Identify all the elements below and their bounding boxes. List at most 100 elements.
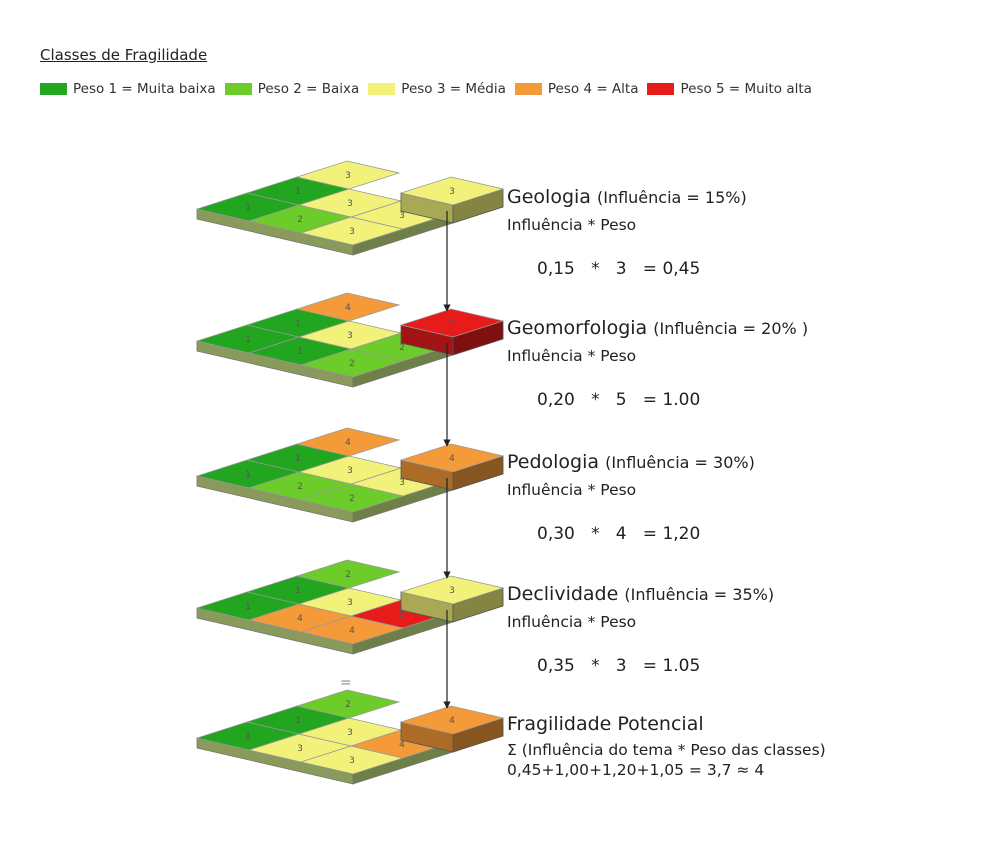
cell-weight-label: 3 [349, 756, 355, 766]
cell-weight-label: 3 [297, 744, 303, 754]
grid-cell [297, 188, 403, 218]
layer-geologia-text: Geologia (Influência = 15%) Influência *… [507, 186, 747, 279]
cell-weight-label: 4 [345, 303, 351, 313]
cell-weight-label: 4 [399, 740, 405, 750]
cell-weight-label: 1 [295, 716, 301, 726]
equals-sign: = [340, 675, 352, 691]
grid-cell [399, 176, 505, 206]
cell-weight-label: 3 [347, 598, 353, 608]
layer-name: Geomorfologia [507, 317, 648, 339]
layer-title: Pedologia (Influência = 30%) [507, 451, 755, 473]
layer-influence: (Influência = 20% ) [653, 319, 809, 338]
legend-item-peso-1: Peso 1 = Muita baixa [40, 81, 216, 97]
layer-subtitle: Influência * Peso [507, 216, 637, 234]
cell-weight-label: 1 [295, 454, 301, 464]
layer-pedologia-text: Pedologia (Influência = 30%) Influência … [507, 451, 755, 544]
layer-name: Fragilidade Potencial [507, 713, 704, 735]
cell-weight-label: 1 [245, 335, 251, 345]
layer-slab: 1 1 4 4 5 3 2 3 [195, 559, 505, 655]
legend-label-peso-1: Peso 1 = Muita baixa [73, 81, 216, 97]
cell-weight-label: 3 [347, 466, 353, 476]
cell-weight-label: 3 [399, 478, 405, 488]
legend-title: Classes de Fragilidade [40, 46, 208, 64]
layer-equation: 0,20 * 5 = 1.00 [537, 390, 701, 410]
cell-weight-label: 5 [449, 319, 455, 329]
layer-slab: 1 1 2 2 3 3 4 4 [195, 427, 505, 523]
layer-slab: 1 1 2 3 3 3 3 3 [195, 160, 505, 256]
cell-weight-label: 1 [295, 586, 301, 596]
cell-weight-label: 3 [449, 187, 455, 197]
legend-label-peso-2: Peso 2 = Baixa [257, 81, 360, 97]
layer-title: Fragilidade Potencial [507, 713, 826, 735]
cell-weight-label: 2 [345, 700, 351, 710]
cell-weight-label: 4 [449, 454, 455, 464]
grid-cell [295, 427, 401, 457]
layer-influence: (Influência = 30%) [605, 453, 755, 472]
cell-weight-label: 3 [449, 586, 455, 596]
grid-cell [295, 559, 401, 589]
cell-weight-label: 1 [297, 347, 303, 357]
cell-weight-label: 1 [245, 602, 251, 612]
grid-cell [399, 705, 505, 735]
cell-weight-label: 3 [347, 728, 353, 738]
layer-slab: 1 1 1 2 2 3 4 5 [195, 292, 505, 388]
grid-cell [297, 717, 403, 747]
layer-subtitle: Influência * Peso [507, 613, 637, 631]
cell-weight-label: 3 [347, 331, 353, 341]
cell-weight-label: 3 [345, 171, 351, 181]
cell-weight-label: 3 [347, 199, 353, 209]
grid-cell [399, 575, 505, 605]
grid-cell [297, 455, 403, 485]
cell-weight-label: 3 [399, 211, 405, 221]
legend-swatch-peso-3 [368, 83, 396, 95]
layer-equation: 0,15 * 3 = 0,45 [537, 259, 701, 279]
layer-title: Declividade (Influência = 35%) [507, 583, 774, 605]
layer-influence: (Influência = 15%) [596, 188, 747, 207]
layer-subtitle: Influência * Peso [507, 347, 637, 365]
legend-item-peso-5: Peso 5 = Muito alta [647, 81, 812, 97]
legend: Peso 1 = Muita baixa Peso 2 = Baixa Peso… [40, 80, 821, 98]
cell-weight-label: 5 [399, 610, 405, 620]
legend-swatch-peso-1 [40, 83, 67, 95]
layer-influence: (Influência = 35%) [624, 585, 775, 604]
layer-name: Geologia [507, 186, 591, 208]
grid-cell [297, 320, 403, 350]
cell-weight-label: 4 [297, 614, 303, 624]
cell-weight-label: 4 [349, 626, 355, 636]
grid-cell [295, 292, 401, 322]
cell-weight-label: 1 [295, 187, 301, 197]
cell-weight-label: 1 [295, 319, 301, 329]
cell-weight-label: 1 [245, 470, 251, 480]
cell-weight-label: 1 [245, 732, 251, 742]
cell-weight-label: 1 [245, 203, 251, 213]
legend-label-peso-4: Peso 4 = Alta [547, 81, 639, 97]
layer-name: Pedologia [507, 451, 600, 473]
grid-cell [399, 308, 505, 338]
legend-swatch-peso-5 [647, 83, 675, 95]
cell-weight-label: 2 [349, 359, 355, 369]
layer-fragilidade-text: Fragilidade Potencial Σ (Influência do t… [507, 713, 826, 779]
layer-slab: 1 1 3 3 4 3 2 4 [195, 689, 505, 785]
legend-swatch-peso-2 [224, 83, 252, 95]
cell-weight-label: 2 [399, 343, 405, 353]
grid-cell [295, 689, 401, 719]
layer-title: Geologia (Influência = 15%) [507, 186, 747, 208]
cell-weight-label: 2 [345, 570, 351, 580]
grid-cell [295, 160, 401, 190]
cell-weight-label: 3 [349, 227, 355, 237]
legend-label-peso-3: Peso 3 = Média [401, 81, 506, 97]
grid-cell [399, 443, 505, 473]
layer-equation: 0,30 * 4 = 1,20 [537, 524, 701, 544]
legend-item-peso-2: Peso 2 = Baixa [224, 81, 360, 97]
layer-equation: 0,35 * 3 = 1.05 [537, 656, 701, 676]
cell-weight-label: 2 [297, 482, 303, 492]
legend-item-peso-4: Peso 4 = Alta [514, 81, 639, 97]
cell-weight-label: 2 [349, 494, 355, 504]
cell-weight-label: 4 [449, 716, 455, 726]
layer-result: 0,45+1,00+1,20+1,05 = 3,7 ≈ 4 [507, 761, 765, 779]
layer-name: Declividade [507, 583, 619, 605]
grid-cell [297, 587, 403, 617]
legend-item-peso-3: Peso 3 = Média [368, 81, 506, 97]
cell-weight-label: 2 [297, 215, 303, 225]
cell-weight-label: 4 [345, 438, 351, 448]
